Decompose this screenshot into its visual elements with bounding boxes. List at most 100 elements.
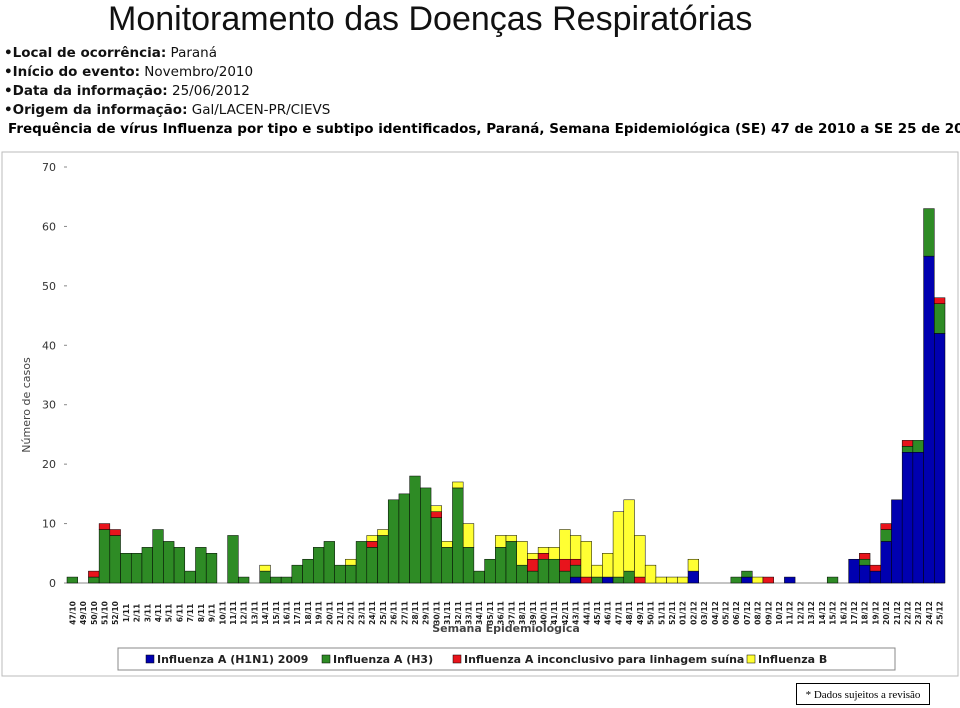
bar-segment [826,576,839,584]
legend-label: Influenza A (H1N1) 2009 [157,653,308,666]
bar-segment [901,446,914,453]
bar-segment [313,547,325,584]
info-value: Gal/LACEN-PR/CIEVS [191,102,331,118]
bar-segment [141,547,153,584]
bar-segment [923,255,935,584]
x-tick-label: 25/11 [379,601,388,625]
bar-segment [880,529,892,542]
x-tick-label: 12/11 [240,601,249,625]
bar-segment [859,553,871,560]
x-tick-label: 27/11 [400,601,409,625]
x-tick-label: 15/11 [272,601,281,625]
bar-segment [859,564,871,584]
bar-segment [869,570,882,584]
x-tick-label: 4/11 [154,604,163,622]
bar-segment [366,541,378,548]
x-tick-label: 20/11 [325,601,334,625]
x-tick-label: 39/11 [529,601,538,625]
x-tick-label: 1/11 [122,604,131,622]
bar-segment [848,558,860,584]
bar-segment [923,208,935,257]
bar-segment [569,564,582,578]
legend-swatch [321,654,331,664]
bar-segment [602,576,614,584]
bar-segment [559,529,571,560]
x-tick-label: 3/11 [143,604,152,622]
x-tick-label: 20/12 [882,601,891,625]
x-tick-label: 24/12 [925,601,934,625]
bar-segment [901,452,914,584]
x-tick-label: 23/11 [357,601,366,625]
bar-segment [580,576,592,584]
y-tick-label: 40 [42,339,56,352]
x-tick-label: 22/12 [904,601,913,625]
bar-segment [784,576,796,584]
x-tick-label: 9/11 [208,604,217,622]
x-tick-label: 34/11 [475,601,484,625]
bar-segment [537,547,550,554]
x-tick-label: 12/12 [796,601,805,625]
x-tick-label: 35/11 [486,601,495,625]
x-tick-label: 19/12 [871,601,880,625]
legend-swatch [145,654,155,664]
bar-segment [227,535,239,584]
x-tick-label: 38/11 [518,601,527,625]
info-value: 25/06/2012 [172,83,250,99]
info-item: Local de ocorrência: Paraná [4,44,330,63]
info-label: Local de ocorrência: [12,45,167,61]
bar-segment [912,440,924,453]
bar-segment [934,297,946,304]
bar-segment [687,570,699,584]
x-tick-label: 33/11 [465,601,474,625]
x-tick-label: 7/11 [186,604,195,622]
bar-segment [441,547,453,584]
bar-segment [934,303,946,334]
bar-segment [527,558,539,572]
x-tick-label: 31/11 [443,601,452,625]
bar-segment [677,576,689,584]
bar-segment [591,576,603,584]
x-tick-label: 32/11 [454,601,463,625]
bar-segment [323,541,335,584]
bar-segment [741,576,753,584]
bar-segment [730,576,742,584]
y-tick-label: 0 [49,577,56,590]
bar-segment [505,535,517,542]
bar-segment [901,440,914,447]
x-tick-label: 16/11 [283,601,292,625]
bar-segment [291,564,303,584]
x-tick-label: 17/12 [850,601,859,625]
x-tick-label: 16/12 [839,601,848,625]
x-tick-label: 18/11 [304,601,313,625]
bar-segment [612,576,625,584]
x-tick-label: 18/12 [861,601,870,625]
x-tick-label: 07/12 [743,601,752,625]
info-item: Início do evento: Novembro/2010 [4,63,330,82]
x-tick-label: 47/11 [614,601,623,625]
bar-segment [537,553,550,560]
y-tick-label: 30 [42,399,56,412]
bar-segment [655,576,667,584]
x-tick-label: 04/12 [711,601,720,625]
info-label: Data da informação: [12,83,168,99]
bar-segment [173,547,186,584]
bar-segment [355,541,368,584]
x-tick-label: 25/12 [936,601,945,625]
x-tick-label: 13/12 [807,601,816,625]
bar-segment [580,541,592,578]
legend-swatch [746,654,756,664]
bar-segment [634,535,646,578]
bar-segment [387,499,400,584]
bar-segment [559,570,571,584]
x-axis-label: Semana Epidemiológica [432,622,580,635]
bar-segment [366,547,378,584]
bar-segment [666,576,678,584]
y-tick-label: 10 [42,518,56,531]
info-label: Início do evento: [12,64,140,80]
x-tick-label: 51/11 [657,601,666,625]
x-tick-label: 14/12 [818,601,827,625]
x-tick-label: 48/11 [625,601,634,625]
bar-segment [195,547,207,584]
bar-segment [334,564,346,584]
info-label: Origem da informação: [12,102,188,118]
